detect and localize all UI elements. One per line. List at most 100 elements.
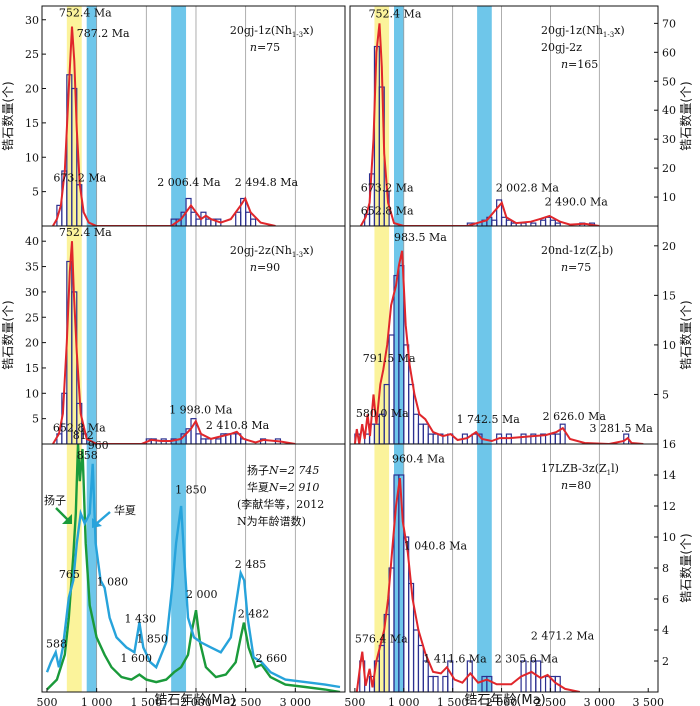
y-tick-label: 4 [662,624,669,637]
y-tick-label: 5 [662,388,669,401]
source-citation: (李献华等，2012 [237,497,324,511]
yellow-age-band [66,226,82,444]
hist-bar [427,433,434,444]
n-symbol: n [561,261,568,274]
arrow-label-yangtze: 扬子 [44,493,66,507]
n-count-label: n=80 [561,479,591,492]
hist-bar [471,433,478,444]
peak-annotation: 2 410.8 Ma [206,419,270,432]
hist-bar [200,438,207,444]
plot-area [52,6,296,226]
peak-annotation: 2 471.2 Ma [531,629,595,642]
peak-annotation: 588 [46,637,67,650]
kde-line [359,23,600,226]
sample-subscript: 1-3 [603,31,614,39]
y-tick-label: 40 [662,104,676,117]
y-tick-label: 8 [662,562,669,575]
n-value: =75 [257,41,280,54]
x-tick-label: 1 000 [388,696,420,706]
legend-yangtze-count: N=2 745 [268,464,319,477]
hist-bar [190,211,197,226]
arrow-huaxia-head [92,518,102,528]
hist-bar [505,219,512,226]
peak-annotation: 1 998.0 Ma [169,404,233,417]
x-tick-label: 2 000 [180,696,212,706]
sample-label: 20nd-1z(Z1b) [541,244,613,259]
legend-huaxia-count: N=2 910 [268,481,319,494]
peak-annotation: 791.5 Ma [363,352,416,365]
peak-annotation: 752.4 Ma [59,226,112,239]
hist-bar [530,433,537,444]
n-value: =165 [568,58,598,71]
x-axis-label-left: 锆石年龄(Ma) [154,693,235,706]
x-tick-label: 1 500 [437,696,469,706]
sample-name: 20gj-2z(Nh [230,244,292,257]
hist-bar [491,219,498,226]
peak-annotation: 673.2 Ma [53,171,106,184]
hist-bar [250,218,257,226]
sample-subscript: 1-3 [292,31,303,39]
y-tick-label: 10 [662,339,676,352]
y-tick-label: 2 [662,655,669,668]
peak-annotation: 2 660 [256,652,287,665]
kde-line [355,477,581,692]
n-count-label: n=165 [561,58,598,71]
y-axis-label-middle-right: 锆石数量(个) [678,300,693,369]
panel-middle-right: 5 10 15 20 983.5 Ma 791.5 Ma 580.0 Ma 1 742.5 M… [349,225,676,445]
y-tick-label: 70 [662,17,676,30]
legend-huaxia-name: 华夏 [247,480,269,494]
hist-bar [195,218,202,226]
hist-bar [554,222,561,226]
x-axis-label-right: 锆石年龄(Ma) [464,693,545,706]
sample-tail: x) [303,244,314,257]
legend-yangtze-name: 扬子 [247,463,269,477]
peak-annotation: 652.8 Ma [361,204,414,217]
hist-bar [554,433,561,444]
peak-annotation: 752.4 Ma [59,6,112,19]
hist-bar [215,438,222,444]
blue-age-band-0 [394,6,404,226]
peak-annotation: 858 [77,449,98,462]
hist-bar [530,660,537,692]
sample-label: 20gj-1z(Nh1-3x) [541,24,625,39]
peak-annotation: 2 006.4 Ma [157,176,221,189]
peak-annotation: 787.2 Ma [77,27,130,40]
plot-area [45,444,341,692]
kde-line [52,241,296,444]
peak-annotation: 752.4 Ma [369,8,422,21]
plot-area [353,226,644,444]
legend-huaxia: 华夏N=2 910 [247,480,319,494]
y-tick-label: 14 [662,469,676,482]
sample-tail: x) [614,24,625,37]
peak-annotation: 2 494.8 Ma [235,176,299,189]
hist-bar [412,629,420,692]
yellow-age-band [374,444,390,692]
blue-age-band-0 [86,226,97,444]
hist-bar [422,660,429,692]
y-tick-label: 35 [25,261,39,274]
blue-age-band-1 [171,6,187,226]
x-tick-label: 3 000 [280,696,312,706]
y-axis-label-top-right: 锆石数量(个) [678,81,693,150]
peak-annotation: 652.8 Ma [53,421,106,434]
blue-age-band-1 [171,444,187,692]
peak-annotation: 1 600 [120,652,152,665]
y-tick-label: 20 [25,337,39,350]
sample-name: 20gj-1z(Nh [230,24,292,37]
hist-bar [235,211,242,226]
n-count-label: n=75 [561,261,591,274]
y-tick-label: 10 [25,387,39,400]
x-tick-label: 2 500 [535,696,567,706]
x-tick-label: 3 500 [632,696,664,706]
peak-annotation: 2 485 [235,558,267,571]
peak-annotation: 1 850 [175,484,207,497]
arrow-yangtze-shaft [55,507,69,521]
hist-bar [544,675,552,692]
sample-name: 20nd-1z(Z [541,244,598,257]
peak-annotation: 3 281.5 Ma [590,422,654,435]
x-tick-label: 500 [344,696,365,706]
note-label: N为年龄谱数) [237,514,306,528]
hist-bar [150,438,157,444]
x-tick-label: 1 000 [81,696,113,706]
kde-line [52,26,276,226]
